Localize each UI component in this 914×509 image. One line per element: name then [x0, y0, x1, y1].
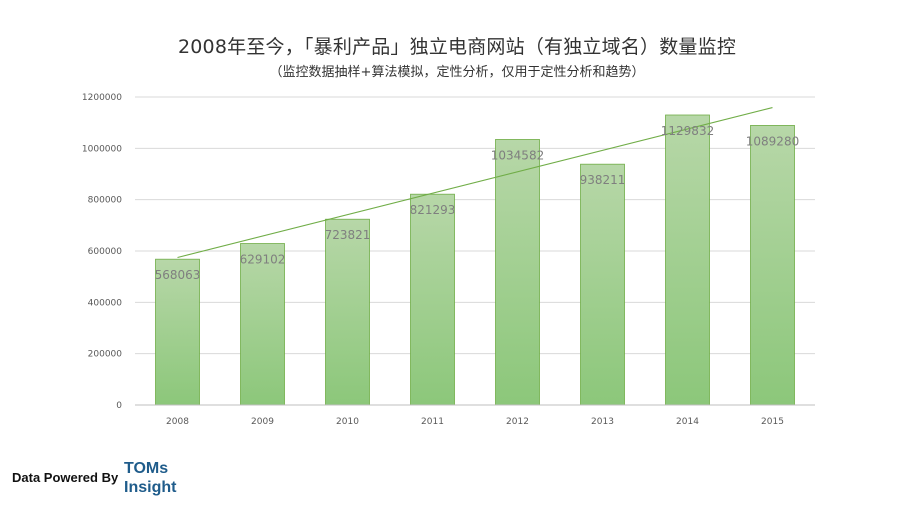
axes: 0 200000 400000 600000 800000 1000000 1200000 2…	[82, 93, 815, 427]
x-tick-label: 2015	[761, 417, 784, 427]
bar	[240, 243, 285, 406]
x-tick-label: 2013	[591, 417, 614, 427]
data-label: 568063	[155, 268, 201, 282]
bar	[410, 193, 455, 406]
chart-subtitle: （监控数据抽样+算法模拟，定性分析，仅用于定性分析和趋势）	[269, 65, 645, 80]
bar	[665, 114, 710, 406]
data-labels: 568063 629102 723821 821293 1034582 938211 112…	[155, 124, 800, 282]
data-label: 723821	[325, 228, 371, 242]
data-label: 1129832	[661, 124, 714, 138]
bar	[750, 125, 795, 406]
x-tick-label: 2009	[251, 417, 274, 427]
x-tick-label: 2012	[506, 417, 529, 427]
y-tick-label: 200000	[88, 350, 123, 360]
y-tick-label: 600000	[88, 247, 123, 257]
brand-line-1: TOMs	[124, 460, 169, 477]
y-tick-label: 1000000	[82, 144, 122, 154]
y-tick-label: 1200000	[82, 93, 122, 103]
x-tick-label: 2010	[336, 417, 359, 427]
bar	[580, 163, 625, 406]
bars	[155, 114, 795, 406]
data-label: 1034582	[491, 148, 544, 162]
chart-title: 2008年至今，「暴利产品」独立电商网站（有独立域名）数量监控	[177, 36, 737, 58]
x-tick-label: 2014	[676, 417, 699, 427]
bar-chart: 568063 629102 723821 821293 1034582 938211 112…	[82, 93, 815, 427]
brand-line-2: Insight	[124, 479, 177, 496]
data-label: 629102	[240, 253, 286, 267]
data-label: 821293	[410, 203, 456, 217]
y-tick-label: 0	[116, 401, 122, 411]
trendline	[177, 107, 773, 259]
bar	[495, 139, 540, 406]
x-tick-label: 2008	[166, 417, 189, 427]
bar	[325, 218, 370, 406]
toms-insight-logo: TOMs Insight	[124, 459, 176, 497]
data-label: 1089280	[746, 134, 799, 148]
data-label: 938211	[580, 173, 626, 187]
data-powered-by-label: Data Powered By	[12, 470, 119, 485]
trendline-group	[177, 107, 773, 259]
y-tick-label: 800000	[88, 196, 123, 206]
y-tick-label: 400000	[88, 298, 123, 308]
x-tick-label: 2011	[421, 417, 444, 427]
